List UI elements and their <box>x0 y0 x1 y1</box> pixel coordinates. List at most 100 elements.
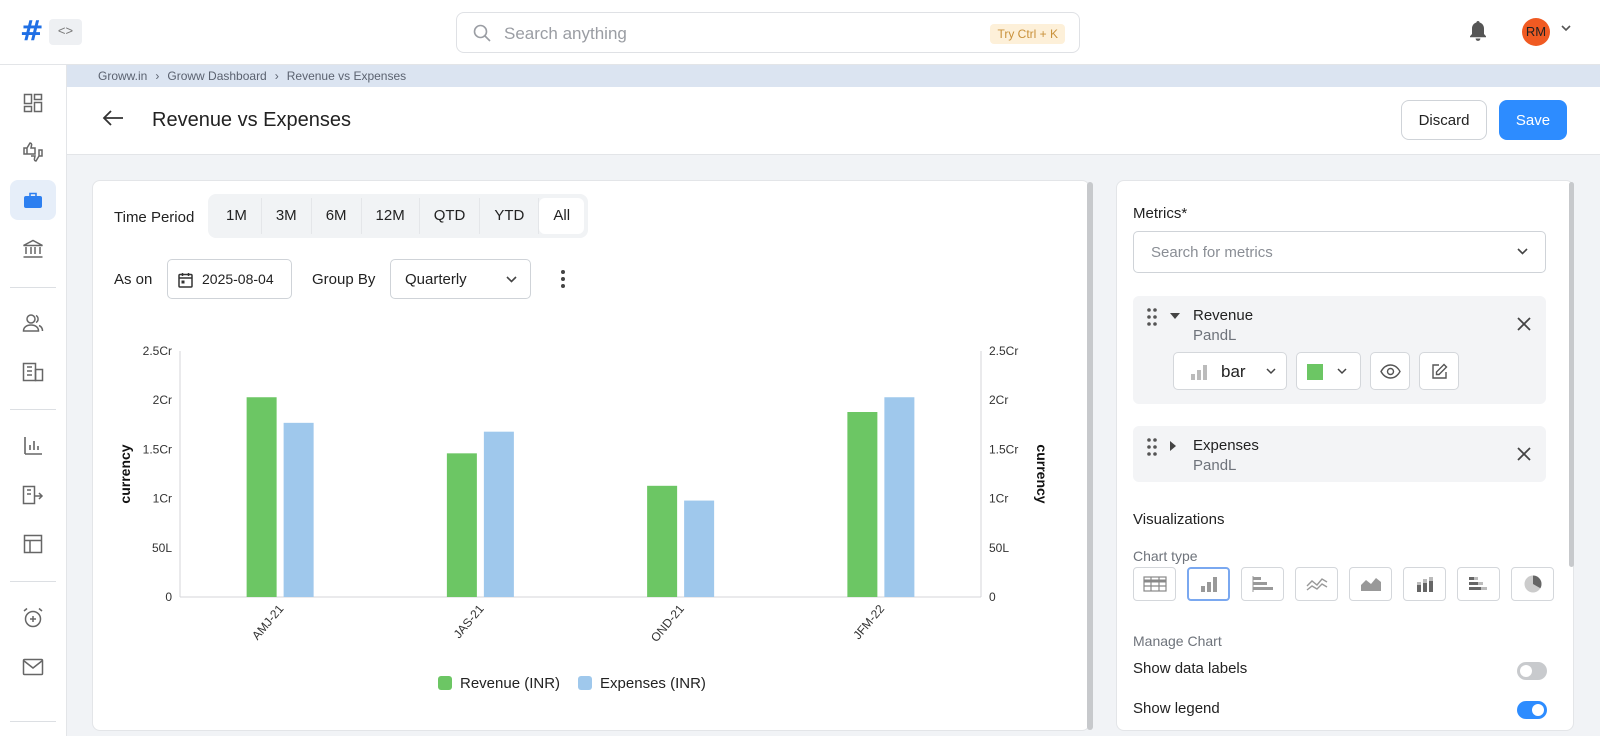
edit-metric-button[interactable] <box>1419 352 1459 390</box>
time-period-label: Time Period <box>114 209 195 226</box>
chart-type-horizontal-bar[interactable] <box>1241 567 1284 601</box>
manage-chart-label: Manage Chart <box>1133 633 1222 649</box>
notification-bell-icon[interactable] <box>1468 20 1488 42</box>
bar-revenue <box>446 453 477 597</box>
metric-name: Expenses <box>1193 437 1259 454</box>
as-on-date-picker[interactable]: 2025-08-04 <box>167 259 292 299</box>
metric-color-select[interactable] <box>1296 352 1361 390</box>
nav-bank-icon[interactable] <box>10 229 56 269</box>
metric-card-expenses: Expenses PandL <box>1133 426 1546 482</box>
nav-thumbs-icon[interactable] <box>10 132 56 172</box>
nav-users-icon[interactable] <box>10 303 56 343</box>
close-icon[interactable] <box>1516 446 1532 462</box>
group-by-select[interactable]: Quarterly <box>390 259 531 299</box>
more-options-icon[interactable] <box>560 269 566 289</box>
nav-mail-icon[interactable] <box>10 647 56 687</box>
chevron-down-icon <box>506 276 517 283</box>
sidebar <box>0 65 67 736</box>
calendar-icon <box>178 273 193 288</box>
expand-triangle-icon[interactable] <box>1170 441 1177 451</box>
drag-handle-icon[interactable] <box>1147 308 1157 326</box>
bar-expenses <box>483 431 514 597</box>
legend-item-revenue[interactable]: Revenue (INR) <box>438 675 560 692</box>
global-search[interactable]: Search anything Try Ctrl + K <box>456 12 1080 53</box>
y2-tick-label: 1.5Cr <box>989 442 1018 456</box>
chart-type-options <box>1133 567 1554 601</box>
metric-chart-type-select[interactable]: bar <box>1173 352 1287 390</box>
chart-type-stacked-bar[interactable] <box>1403 567 1446 601</box>
period-option[interactable]: YTD <box>480 198 540 234</box>
chart-type-line[interactable] <box>1295 567 1338 601</box>
chevron-down-icon[interactable] <box>1560 23 1572 33</box>
collapse-triangle-icon[interactable] <box>1170 313 1180 320</box>
color-swatch <box>1307 364 1323 380</box>
breadcrumb-item[interactable]: Groww.in <box>98 69 148 83</box>
chart-panel-scrollbar[interactable] <box>1087 182 1093 730</box>
legend-item-expenses[interactable]: Expenses (INR) <box>578 675 706 692</box>
chart-type-bar[interactable] <box>1187 567 1230 601</box>
period-option[interactable]: 3M <box>262 198 312 234</box>
nav-analytics-icon[interactable] <box>10 426 56 466</box>
breadcrumb-item[interactable]: Groww Dashboard <box>167 69 267 83</box>
period-option[interactable]: 6M <box>312 198 362 234</box>
period-option[interactable]: 12M <box>362 198 420 234</box>
x-tick-label: OND-21 <box>648 602 687 645</box>
nav-layout-icon[interactable] <box>10 524 56 564</box>
pie-chart-icon <box>1524 575 1542 593</box>
y2-tick-label: 1Cr <box>989 492 1008 506</box>
metrics-search-placeholder: Search for metrics <box>1151 244 1273 261</box>
show-legend-toggle[interactable] <box>1517 701 1547 719</box>
user-avatar[interactable]: RM <box>1522 18 1550 46</box>
y-tick-label: 2Cr <box>153 393 172 407</box>
sidebar-divider <box>10 409 56 410</box>
y-tick-label: 0 <box>165 590 172 604</box>
close-icon[interactable] <box>1516 316 1532 332</box>
breadcrumb: Groww.in › Groww Dashboard › Revenue vs Expe… <box>67 65 1600 87</box>
app-logo[interactable]: # <box>20 14 44 47</box>
y-tick-label: 50L <box>152 541 172 555</box>
search-icon <box>473 24 491 42</box>
period-option[interactable]: 1M <box>212 198 262 234</box>
sidebar-collapse-button[interactable]: <> <box>49 19 82 45</box>
legend-swatch <box>578 676 593 690</box>
breadcrumb-item-current: Revenue vs Expenses <box>286 69 407 83</box>
breadcrumb-separator: › <box>155 69 160 83</box>
toggle-knob <box>1520 665 1532 677</box>
nav-export-icon[interactable] <box>10 475 56 515</box>
y-tick-label: 1.5Cr <box>143 442 172 456</box>
legend-swatch <box>438 676 452 690</box>
nav-alarm-icon[interactable] <box>10 598 56 638</box>
y-tick-label: 1Cr <box>153 492 172 506</box>
metrics-search-input[interactable]: Search for metrics <box>1133 231 1546 273</box>
config-panel-scrollbar[interactable] <box>1569 182 1574 567</box>
toggle-knob <box>1532 704 1544 716</box>
breadcrumb-separator: › <box>274 69 279 83</box>
period-option-selected[interactable]: All <box>539 198 585 234</box>
x-tick-label: AMJ-21 <box>249 602 287 643</box>
config-panel: Metrics* Search for metrics Revenue Pand… <box>1116 180 1574 731</box>
sidebar-divider <box>10 581 56 582</box>
chart-type-area[interactable] <box>1349 567 1392 601</box>
edit-icon <box>1432 363 1448 379</box>
metric-source: PandL <box>1193 457 1237 474</box>
chart-type-table[interactable] <box>1133 567 1176 601</box>
revenue-expenses-chart: 0 0 50L 50L 1Cr 1Cr 1.5Cr 1.5Cr 2Cr 2Cr 2.5Cr 2.5Cr… <box>117 344 1050 645</box>
nav-portfolio-icon[interactable] <box>10 180 56 220</box>
drag-handle-icon[interactable] <box>1147 438 1157 456</box>
metrics-heading: Metrics* <box>1133 205 1188 222</box>
period-option[interactable]: QTD <box>420 198 481 234</box>
discard-button[interactable]: Discard <box>1401 100 1487 140</box>
nav-building-icon[interactable] <box>10 352 56 392</box>
bar-revenue <box>847 412 878 597</box>
chart-type-pie[interactable] <box>1511 567 1554 601</box>
nav-dashboard-icon[interactable] <box>10 83 56 123</box>
show-data-labels-toggle[interactable] <box>1517 662 1547 680</box>
eye-icon <box>1380 364 1401 379</box>
save-button[interactable]: Save <box>1499 100 1567 140</box>
bar-chart-icon <box>1191 365 1207 380</box>
visibility-toggle-button[interactable] <box>1370 352 1410 390</box>
back-arrow-icon[interactable] <box>102 109 124 127</box>
metric-source: PandL <box>1193 327 1237 344</box>
chart-type-stacked-horizontal-bar[interactable] <box>1457 567 1500 601</box>
table-icon <box>1142 576 1167 592</box>
